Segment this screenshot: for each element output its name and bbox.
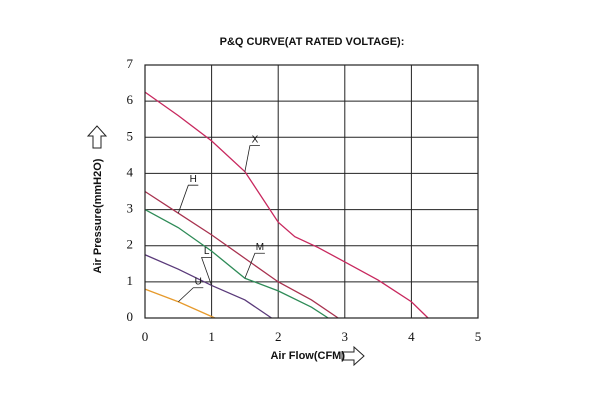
series-line (144, 208, 329, 319)
series-label: H (190, 174, 197, 185)
plot-frame (144, 64, 479, 319)
series-line (144, 190, 339, 319)
y-tick-label: 3 (127, 201, 134, 216)
leader-line (178, 287, 204, 303)
x-arrow (341, 345, 365, 367)
leader-line (244, 145, 260, 172)
y-tick-label: 4 (127, 164, 134, 179)
y-arrow (86, 125, 108, 149)
x-tick-label: 5 (475, 329, 482, 344)
y-tick-label: 5 (127, 128, 134, 143)
x-tick-label: 1 (208, 329, 215, 344)
series-label: U (195, 276, 202, 287)
series-label: L (204, 246, 210, 257)
series-label: M (256, 242, 264, 253)
y-tick-label: 2 (127, 237, 134, 252)
chart-title: P&Q CURVE(AT RATED VOLTAGE): (220, 36, 405, 48)
y-tick-label: 7 (127, 56, 134, 71)
y-tick-label: 0 (127, 309, 134, 324)
x-tick-label: 0 (142, 329, 149, 344)
series-line (144, 91, 429, 319)
y-axis-label: Air Pressure(mmH2O) (92, 158, 104, 273)
leader-line (177, 184, 199, 214)
series-line (144, 288, 216, 319)
y-tick-label: 1 (127, 273, 134, 288)
x-tick-label: 3 (342, 329, 349, 344)
leader-line (201, 257, 212, 286)
series-label: X (252, 134, 259, 145)
x-tick-label: 2 (275, 329, 282, 344)
x-axis-label: Air Flow(CFM) (270, 350, 345, 362)
y-tick-label: 6 (127, 92, 134, 107)
leader-line (244, 252, 265, 279)
x-tick-label: 4 (408, 329, 415, 344)
